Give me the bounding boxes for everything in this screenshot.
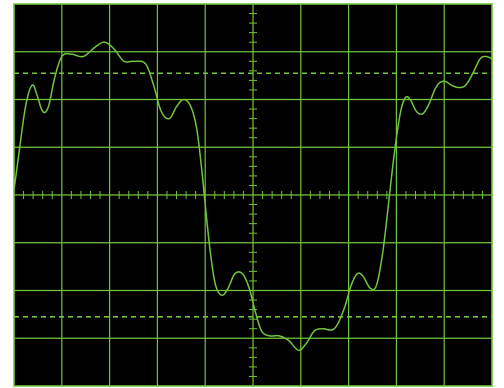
graticule-grid: [14, 4, 492, 386]
cursor-lines: [14, 72, 492, 318]
signal-trace-group: [13, 41, 493, 351]
signal-trace: [13, 41, 493, 351]
graticule-center-ticks: [23, 13, 483, 377]
